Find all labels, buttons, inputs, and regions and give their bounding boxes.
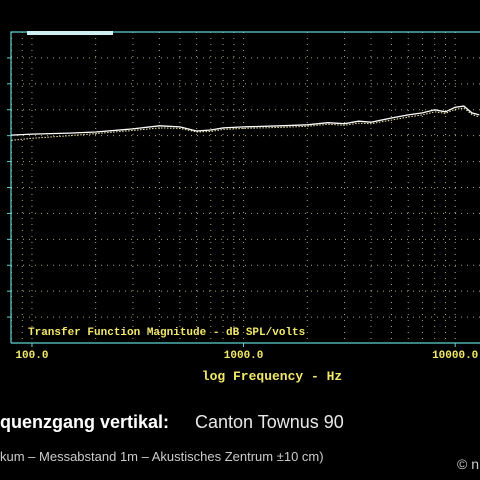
series-line (11, 105, 480, 136)
x-tick-label: 100.0 (15, 350, 48, 362)
subtitle: Canton Townus 90 (195, 412, 344, 432)
series-line (11, 107, 480, 141)
plot-marks (11, 105, 480, 141)
grid (10, 32, 480, 343)
x-tick-label: 1000.0 (224, 350, 264, 362)
marker-bar (27, 31, 113, 35)
credit: © n (457, 456, 479, 472)
x-axis-label: log Frequency - Hz (202, 369, 342, 384)
title: quenzgang vertikal: (0, 412, 169, 432)
y-axis-label: Transfer Function Magnitude - dB SPL/vol… (28, 327, 305, 339)
caption: kum – Messabstand 1m – Akustisches Zentr… (0, 449, 324, 464)
x-tick-label: 10000.0 (432, 350, 478, 362)
